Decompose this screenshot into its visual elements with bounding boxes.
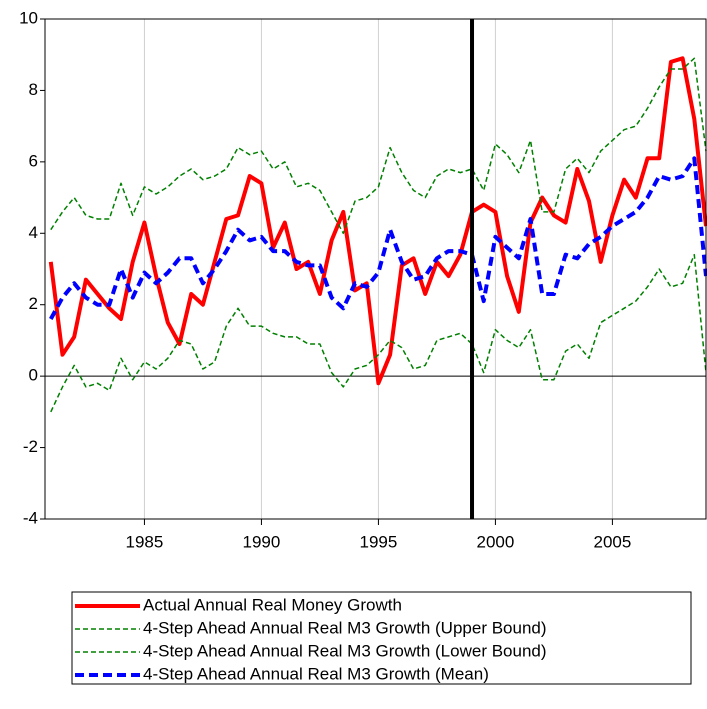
legend-box: [71, 591, 692, 685]
x-tick-label: 1990: [243, 532, 281, 551]
legend-label: 4-Step Ahead Annual Real M3 Growth (Uppe…: [143, 618, 547, 637]
legend-label: Actual Annual Real Money Growth: [143, 595, 402, 614]
y-tick-label: 2: [29, 294, 38, 313]
y-tick-label: -2: [23, 437, 38, 456]
plot-frame: [44, 18, 707, 520]
y-tick-label: 4: [29, 223, 38, 242]
y-tick-label: 6: [29, 151, 38, 170]
x-tick-label: 2000: [477, 532, 515, 551]
y-tick-label: 10: [19, 8, 38, 27]
series-line: [50, 57, 707, 235]
series-line: [48, 56, 707, 386]
x-tick-label: 1995: [360, 532, 398, 551]
series-line: [50, 253, 707, 413]
x-tick-label: 1985: [126, 532, 164, 551]
y-tick-label: 0: [29, 366, 38, 385]
y-tick-label: 8: [29, 80, 38, 99]
series-line: [49, 156, 707, 320]
y-tick-label: -4: [23, 508, 38, 527]
x-tick-label: 2005: [593, 532, 631, 551]
legend-label: 4-Step Ahead Annual Real M3 Growth (Lowe…: [143, 641, 547, 660]
legend-label: 4-Step Ahead Annual Real M3 Growth (Mean…: [143, 664, 489, 683]
